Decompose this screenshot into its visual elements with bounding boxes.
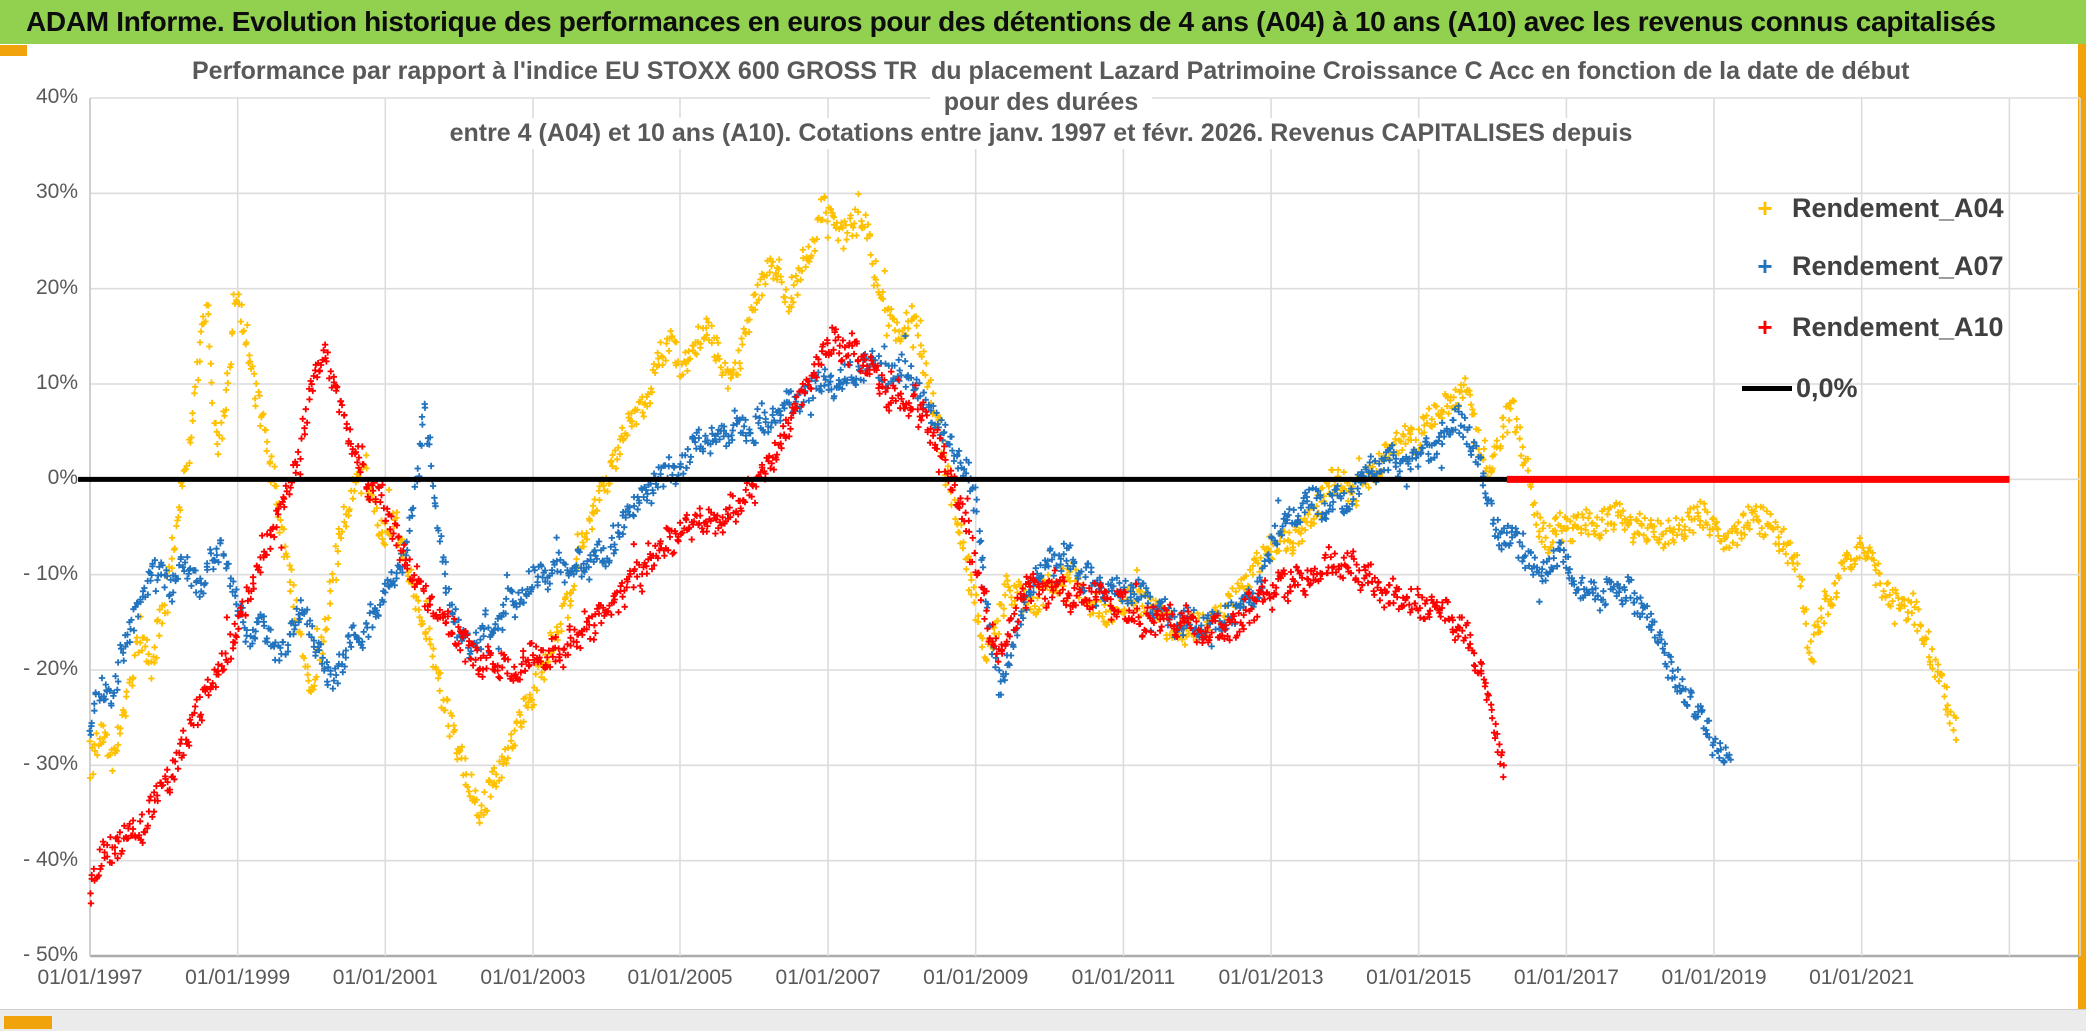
legend-item-zero-line[interactable]: 0,0% bbox=[1742, 368, 1858, 408]
banner-title: ADAM Informe. Evolution historique des p… bbox=[26, 6, 1996, 37]
y-tick-label: - 40% bbox=[23, 847, 78, 871]
legend-label: Rendement_A04 bbox=[1792, 192, 2004, 223]
x-tick-label: 01/01/2001 bbox=[332, 966, 438, 989]
x-tick-label: 01/01/2011 bbox=[1071, 966, 1176, 989]
plus-marker-icon: + bbox=[1757, 193, 1773, 223]
plus-marker-icon: + bbox=[1757, 312, 1773, 342]
x-tick-label: 01/01/2013 bbox=[1218, 966, 1324, 989]
legend-label: 0,0% bbox=[1796, 372, 1858, 403]
x-tick-label: 01/01/2015 bbox=[1366, 966, 1472, 989]
legend-item-rendement-a04[interactable]: + Rendement_A04 bbox=[1742, 188, 2004, 228]
legend-item-rendement-a10[interactable]: + Rendement_A10 bbox=[1742, 307, 2004, 347]
chart-title: Performance par rapport à l'indice EU ST… bbox=[178, 56, 1924, 149]
x-tick-label: 01/01/1997 bbox=[37, 966, 143, 989]
x-tick-label: 01/01/2017 bbox=[1513, 966, 1619, 989]
x-tick-label: 01/01/2005 bbox=[627, 966, 733, 989]
zero-line-swatch-icon bbox=[1742, 385, 1792, 391]
y-tick-label: 10% bbox=[35, 371, 78, 394]
x-tick-label: 01/01/2007 bbox=[775, 966, 881, 989]
x-tick-label: 01/01/2009 bbox=[923, 966, 1029, 989]
chart-title-line3: entre 4 (A04) et 10 ans (A10). Cotations… bbox=[435, 118, 1647, 149]
amber-accent-right-bar bbox=[2078, 44, 2086, 1010]
x-tick-label: 01/01/1999 bbox=[185, 966, 291, 989]
x-tick-label: 01/01/2021 bbox=[1809, 966, 1915, 989]
plus-marker-icon: + bbox=[1757, 251, 1773, 281]
y-tick-label: 20% bbox=[35, 275, 78, 299]
banner: ADAM Informe. Evolution historique des p… bbox=[0, 0, 2086, 44]
y-tick-label: 30% bbox=[35, 180, 78, 204]
x-tick-label: 01/01/2019 bbox=[1661, 966, 1767, 989]
amber-accent-bottom-left bbox=[4, 1016, 52, 1029]
chart-title-line2: pour des durées bbox=[929, 87, 1153, 118]
footer-strip bbox=[0, 1009, 2086, 1031]
legend-label: Rendement_A07 bbox=[1792, 250, 2004, 281]
y-tick-label: - 50% bbox=[23, 943, 78, 966]
y-tick-label: - 30% bbox=[23, 752, 78, 776]
x-tick-label: 01/01/2003 bbox=[480, 966, 586, 989]
chart-title-line1: Performance par rapport à l'indice EU ST… bbox=[178, 56, 1924, 87]
y-tick-label: 40% bbox=[35, 85, 78, 108]
y-tick-label: - 20% bbox=[23, 657, 78, 680]
y-tick-label: 0% bbox=[47, 466, 78, 490]
y-tick-label: - 10% bbox=[23, 561, 78, 585]
amber-accent-top-left bbox=[0, 45, 27, 56]
legend-item-rendement-a07[interactable]: + Rendement_A07 bbox=[1742, 246, 2004, 286]
legend-label: Rendement_A10 bbox=[1792, 311, 2004, 342]
